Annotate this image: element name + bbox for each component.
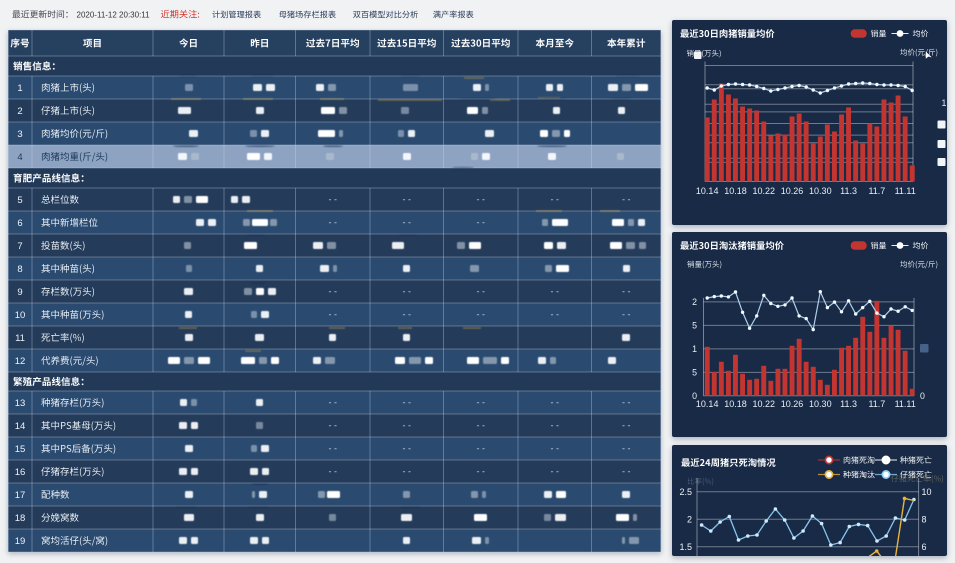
svg-text:8: 8 [922,514,927,524]
svg-text:0: 0 [920,391,925,401]
svg-text:13: 13 [15,398,26,409]
svg-text:12: 12 [15,356,26,367]
svg-text:4: 4 [17,152,22,163]
svg-text:- -: - - [551,444,560,454]
svg-text:- -: - - [551,467,560,477]
svg-text:9: 9 [17,287,22,298]
svg-text:11.11: 11.11 [895,399,916,409]
svg-text:10.18: 10.18 [724,399,747,409]
svg-text:1: 1 [692,344,697,354]
svg-text:- -: - - [477,218,486,228]
svg-text:- -: - - [329,398,338,408]
svg-text:10.18: 10.18 [724,186,747,196]
svg-text:- -: - - [622,287,631,297]
svg-text:10.14: 10.14 [696,186,719,196]
svg-text:2.5: 2.5 [679,487,692,497]
svg-text:- -: - - [622,310,631,320]
svg-text:- -: - - [477,398,486,408]
svg-text:- -: - - [403,467,412,477]
svg-text:- -: - - [403,444,412,454]
svg-text:11.7: 11.7 [868,186,885,196]
svg-text:10.22: 10.22 [752,186,775,196]
svg-text:- -: - - [551,195,560,205]
svg-text:10.26: 10.26 [781,186,804,196]
svg-text:2: 2 [692,297,697,307]
svg-text:10.26: 10.26 [781,399,804,409]
svg-text:1.5: 1.5 [679,542,692,552]
svg-text:- -: - - [477,310,486,320]
svg-text:11.3: 11.3 [840,399,857,409]
svg-text:7: 7 [17,241,22,252]
svg-text:- -: - - [329,310,338,320]
svg-text:1: 1 [942,98,947,108]
svg-text:- -: - - [551,287,560,297]
svg-text:2: 2 [17,106,22,117]
svg-text:- -: - - [622,421,631,431]
svg-text:- -: - - [551,310,560,320]
svg-text:11.3: 11.3 [840,186,857,196]
svg-text:- -: - - [403,195,412,205]
svg-text:- -: - - [403,287,412,297]
svg-text:0: 0 [692,391,697,401]
svg-text:10.30: 10.30 [809,399,832,409]
svg-text:- -: - - [329,287,338,297]
svg-text:- -: - - [477,467,486,477]
svg-text:18: 18 [15,513,26,524]
svg-text:- -: - - [477,421,486,431]
svg-text:- -: - - [477,287,486,297]
svg-text:- -: - - [403,398,412,408]
svg-text:10.30: 10.30 [809,186,832,196]
svg-text:- -: - - [329,195,338,205]
svg-text:5: 5 [17,195,22,206]
svg-text:11.7: 11.7 [868,399,885,409]
svg-text:- -: - - [403,310,412,320]
svg-text:- -: - - [622,195,631,205]
svg-text:15: 15 [15,444,26,455]
svg-text:10.22: 10.22 [752,399,775,409]
svg-text:11.11: 11.11 [895,186,916,196]
svg-text:- -: - - [622,444,631,454]
svg-text:6: 6 [17,218,22,229]
svg-text:10: 10 [15,310,26,321]
svg-text:11: 11 [15,333,25,344]
svg-text:5: 5 [692,367,697,377]
svg-text:- -: - - [329,444,338,454]
svg-text:- -: - - [622,467,631,477]
svg-text:19: 19 [15,536,26,547]
svg-text:- -: - - [329,218,338,228]
svg-text:- -: - - [403,218,412,228]
svg-text:- -: - - [329,467,338,477]
svg-text:2020-11-12 20:30:11: 2020-11-12 20:30:11 [77,11,151,20]
svg-text:3: 3 [17,129,22,140]
svg-text:14: 14 [15,421,26,432]
svg-text:10.14: 10.14 [696,399,719,409]
svg-text:8: 8 [17,264,22,275]
svg-text:10: 10 [922,487,932,497]
svg-text:17: 17 [15,490,26,501]
svg-text:- -: - - [329,421,338,431]
svg-text:2: 2 [687,514,692,524]
svg-text:16: 16 [15,467,26,478]
svg-text:- -: - - [477,195,486,205]
svg-text:- -: - - [551,398,560,408]
svg-text:- -: - - [551,421,560,431]
svg-text:6: 6 [922,542,927,552]
svg-text:- -: - - [403,421,412,431]
svg-text:5: 5 [692,320,697,330]
svg-text:- -: - - [477,444,486,454]
svg-text:- -: - - [622,398,631,408]
svg-text:1: 1 [17,83,22,94]
